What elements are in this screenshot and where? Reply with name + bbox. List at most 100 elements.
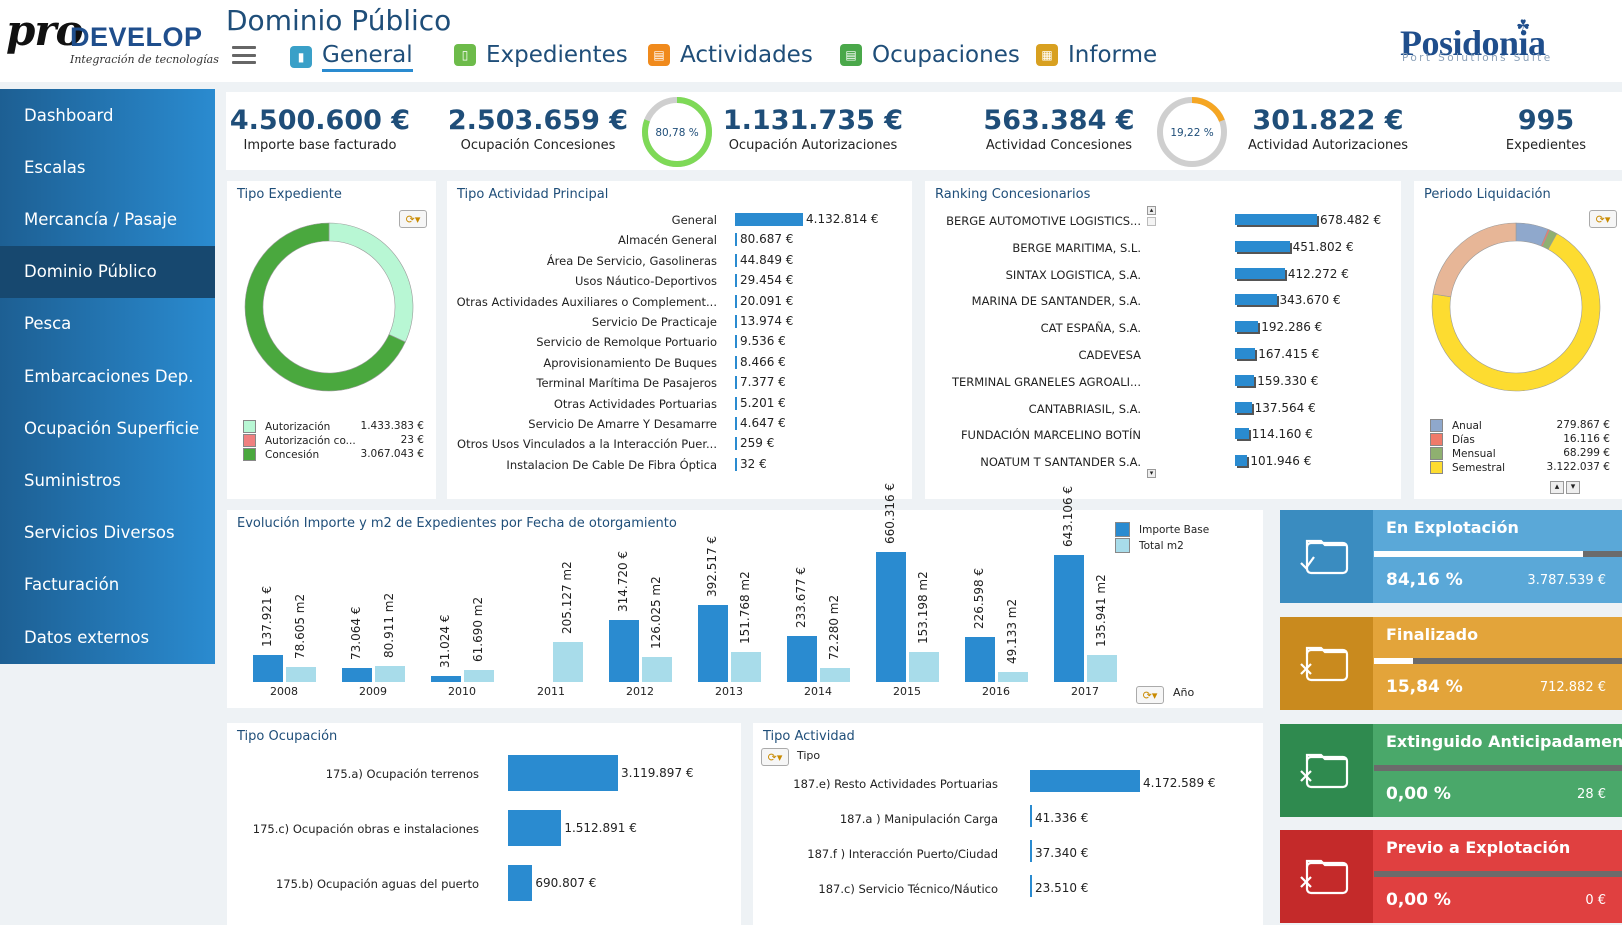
legend-scroll-up-icon[interactable]: ▴ — [1550, 481, 1564, 494]
tab-general[interactable]: ▮ General — [290, 42, 413, 72]
bar[interactable] — [735, 417, 737, 430]
hamburger-menu-icon[interactable] — [232, 46, 256, 64]
bar[interactable] — [735, 396, 737, 410]
sidebar-item-mercanc-a-pasaje[interactable]: Mercancía / Pasaje — [0, 193, 215, 245]
column-importe-base[interactable] — [1054, 555, 1084, 682]
tipo-ocupacion-title: Tipo Ocupación — [237, 729, 338, 744]
column-total-m2[interactable] — [375, 666, 405, 682]
bar-value: 343.670 € — [1279, 293, 1341, 308]
column-importe-base[interactable] — [698, 604, 728, 682]
folder-check-icon — [1280, 510, 1373, 603]
bar[interactable] — [1235, 455, 1248, 467]
sidebar-item-servicios-diversos[interactable]: Servicios Diversos — [0, 507, 215, 559]
column-importe-base[interactable] — [876, 552, 906, 682]
status-amount: 712.882 € — [1539, 680, 1606, 695]
legend-value: 1.433.383 € — [360, 420, 424, 432]
column-total-m2[interactable] — [286, 666, 316, 682]
bar[interactable] — [1235, 240, 1290, 252]
legend-scroll-down-icon[interactable]: ▾ — [1566, 481, 1580, 494]
bar[interactable] — [735, 233, 737, 247]
column-importe-base[interactable] — [965, 637, 995, 682]
kpi-value: 995 — [1517, 105, 1575, 136]
legend-label: Semestral — [1452, 461, 1506, 474]
scroll-up-icon[interactable]: ▴ — [1147, 206, 1156, 215]
bar[interactable] — [735, 355, 737, 369]
bar[interactable] — [1235, 321, 1259, 333]
bar[interactable] — [735, 294, 737, 308]
sidebar-item-escalas[interactable]: Escalas — [0, 141, 215, 193]
scroll-thumb[interactable] — [1147, 217, 1156, 226]
bar[interactable] — [735, 274, 737, 288]
sidebar-item-facturaci-n[interactable]: Facturación — [0, 559, 215, 611]
cycle-chart-icon[interactable]: ⟳▾ — [399, 210, 427, 228]
bar[interactable] — [735, 376, 737, 390]
prodevelop-logo-tagline: Integración de tecnologías — [70, 53, 219, 66]
status-card-en-explotaci-n[interactable]: En Explotación 84,16 % 3.787.539 € — [1280, 510, 1622, 603]
bar[interactable] — [735, 335, 737, 349]
tab-actividades[interactable]: ▤ Actividades — [648, 42, 813, 68]
column-importe-base[interactable] — [787, 635, 817, 682]
status-title: Previo a Explotación — [1386, 838, 1571, 857]
sidebar-item-ocupaci-n-superficie[interactable]: Ocupación Superficie — [0, 402, 215, 454]
tab-ocupaciones[interactable]: ▤ Ocupaciones — [840, 42, 1020, 68]
sidebar-item-embarcaciones-dep-[interactable]: Embarcaciones Dep. — [0, 350, 215, 402]
bar[interactable] — [1030, 770, 1140, 792]
legend-item: Importe Base — [1115, 522, 1209, 537]
column-importe-base[interactable] — [342, 667, 372, 682]
cycle-dimension-icon[interactable]: ⟳▾ — [761, 748, 789, 766]
bar[interactable] — [735, 213, 803, 226]
column-total-m2[interactable] — [820, 667, 850, 682]
column-total-m2[interactable] — [642, 657, 672, 682]
book-icon: ▯ — [454, 44, 476, 66]
kpi-ocupaci-n-concesiones: 2.503.659 € Ocupación Concesiones — [428, 105, 648, 153]
status-card-finalizado[interactable]: Finalizado 15,84 % 712.882 € — [1280, 617, 1622, 710]
cycle-chart-icon[interactable]: ⟳▾ — [1589, 210, 1617, 228]
status-card-extinguido-anticipadamente[interactable]: Extinguido Anticipadamente 0,00 % 28 € — [1280, 724, 1622, 817]
bar[interactable] — [1235, 214, 1317, 225]
bar[interactable] — [1030, 875, 1032, 897]
sidebar-item-datos-externos[interactable]: Datos externos — [0, 611, 215, 663]
bar[interactable] — [1235, 401, 1252, 413]
bar-value: 41.336 € — [1035, 811, 1089, 825]
column-total-m2[interactable] — [998, 672, 1028, 682]
x-tick-label: 2015 — [893, 685, 921, 698]
bar[interactable] — [735, 437, 737, 451]
bar[interactable] — [1235, 374, 1255, 386]
column-total-m2[interactable] — [464, 669, 494, 682]
kpi-gauge: 80,78 % — [642, 97, 712, 167]
tab-label: Ocupaciones — [872, 42, 1020, 68]
sidebar-item-dashboard[interactable]: Dashboard — [0, 89, 215, 141]
sidebar-item-suministros[interactable]: Suministros — [0, 454, 215, 506]
column-total-m2[interactable] — [731, 652, 761, 682]
bar[interactable] — [1235, 294, 1277, 306]
column-importe-base[interactable] — [253, 654, 283, 682]
bar[interactable] — [1030, 840, 1032, 862]
sidebar-item-label: Pesca — [24, 314, 72, 334]
scroll-down-icon[interactable]: ▾ — [1147, 469, 1156, 478]
legend-value: 279.867 € — [1556, 419, 1610, 431]
status-percent: 15,84 % — [1386, 677, 1463, 697]
bar[interactable] — [1030, 805, 1032, 827]
cycle-axis-icon[interactable]: ⟳▾ — [1136, 686, 1164, 704]
bar[interactable] — [735, 457, 737, 471]
bar[interactable] — [735, 315, 737, 328]
column-total-m2[interactable] — [553, 641, 583, 682]
sidebar-item-dominio-p-blico[interactable]: Dominio Público — [0, 245, 215, 298]
x-tick-label: 2008 — [270, 685, 298, 698]
bar[interactable] — [735, 253, 737, 267]
bar[interactable] — [1235, 267, 1285, 279]
bar[interactable] — [508, 755, 618, 791]
bar[interactable] — [1235, 348, 1256, 359]
tab-informe[interactable]: ▦ Informe — [1036, 42, 1157, 68]
column-total-m2[interactable] — [909, 651, 939, 682]
bar[interactable] — [508, 865, 533, 901]
posidonia-logo: Posidonia — [1400, 23, 1546, 63]
bar[interactable] — [1235, 428, 1249, 440]
bar[interactable] — [508, 810, 562, 846]
status-card-previo-a-explotaci-n[interactable]: Previo a Explotación 0,00 % 0 € — [1280, 830, 1622, 923]
column-importe-base[interactable] — [431, 675, 461, 682]
tab-expedientes[interactable]: ▯ Expedientes — [454, 42, 628, 68]
sidebar-item-pesca[interactable]: Pesca — [0, 298, 215, 350]
column-importe-base[interactable] — [609, 620, 639, 682]
column-total-m2[interactable] — [1087, 655, 1117, 682]
